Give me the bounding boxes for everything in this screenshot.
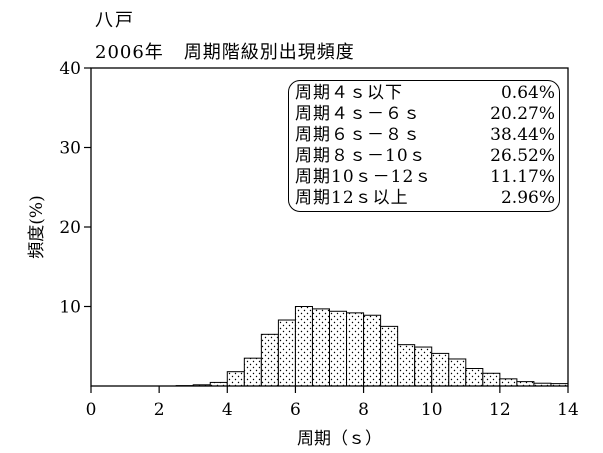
legend-item-label: 周期４ｓ以下 <box>295 83 403 103</box>
histogram-bar <box>397 344 416 387</box>
y-tick-label: 40 <box>59 59 81 79</box>
legend-item-value: 20.27% <box>490 104 555 124</box>
histogram-bars <box>175 306 569 387</box>
x-axis-label: 周期（ｓ） <box>297 429 382 449</box>
station-name: 八戸 <box>95 10 135 31</box>
chart-year: 2006年 <box>95 42 164 63</box>
y-tick-label: 30 <box>59 139 81 159</box>
legend-item-value: 26.52% <box>490 146 555 166</box>
legend-item-label: 周期12ｓ以上 <box>295 188 409 208</box>
x-tick-label: 12 <box>489 400 511 420</box>
y-tick-label: 10 <box>59 298 81 318</box>
legend-item-value: 38.44% <box>490 125 555 145</box>
histogram-bar <box>482 372 501 387</box>
legend-item-value: 11.17% <box>490 167 555 187</box>
legend-item-label: 周期４ｓ－６ｓ <box>295 104 421 124</box>
histogram-bar <box>465 368 484 387</box>
legend-item: 周期４ｓ以下 0.64% <box>295 83 555 104</box>
y-axis-label: 頻度(%) <box>27 195 47 258</box>
x-tick-label: 10 <box>421 400 443 420</box>
legend-item-value: 2.96% <box>500 188 555 208</box>
legend-item: 周期４ｓ－６ｓ 20.27% <box>295 104 555 125</box>
legend-item: 周期６ｓ－８ｓ 38.44% <box>295 125 555 146</box>
chart-title-text: 周期階級別出現頻度 <box>183 42 355 63</box>
histogram-bar <box>380 325 399 387</box>
x-tick-label: 0 <box>86 400 97 420</box>
legend-item: 周期12ｓ以上 2.96% <box>295 188 555 209</box>
y-tick-label: 20 <box>59 218 81 238</box>
histogram-bar <box>431 352 450 387</box>
histogram-bar <box>311 308 331 387</box>
legend-item: 周期８ｓ－10ｓ 26.52% <box>295 146 555 167</box>
legend-box: 周期４ｓ以下 0.64% 周期４ｓ－６ｓ 20.27% 周期６ｓ－８ｓ 38.44% 周期８… <box>288 80 560 212</box>
histogram-bar <box>448 358 467 387</box>
chart-title: 2006年 周期階級別出現頻度 <box>95 38 355 64</box>
histogram-bar <box>363 314 382 387</box>
histogram-bar <box>329 310 348 387</box>
histogram-bar <box>243 357 262 387</box>
histogram-bar <box>277 319 296 387</box>
x-tick-label: 4 <box>222 400 233 420</box>
legend-item-label: 周期10ｓ－12ｓ <box>295 167 433 187</box>
legend-item-value: 0.64% <box>500 83 555 103</box>
x-tick-label: 2 <box>154 400 165 420</box>
legend-item-label: 周期８ｓ－10ｓ <box>295 146 427 166</box>
histogram-bar <box>499 378 518 387</box>
histogram-bar <box>346 312 365 387</box>
legend-item: 周期10ｓ－12ｓ 11.17% <box>295 167 555 188</box>
x-axis-ticks: 0 2 4 6 8 10 12 14 <box>86 386 579 420</box>
x-tick-label: 6 <box>290 400 301 420</box>
y-axis-ticks: 10 20 30 40 <box>59 59 91 318</box>
x-tick-label: 8 <box>358 400 369 420</box>
histogram-bar <box>226 371 245 387</box>
histogram-bar <box>260 333 279 387</box>
histogram-bar <box>516 381 535 387</box>
histogram-bar <box>414 346 433 387</box>
x-tick-label: 14 <box>557 400 579 420</box>
histogram-bar <box>294 306 313 387</box>
legend-item-label: 周期６ｓ－８ｓ <box>295 125 421 145</box>
